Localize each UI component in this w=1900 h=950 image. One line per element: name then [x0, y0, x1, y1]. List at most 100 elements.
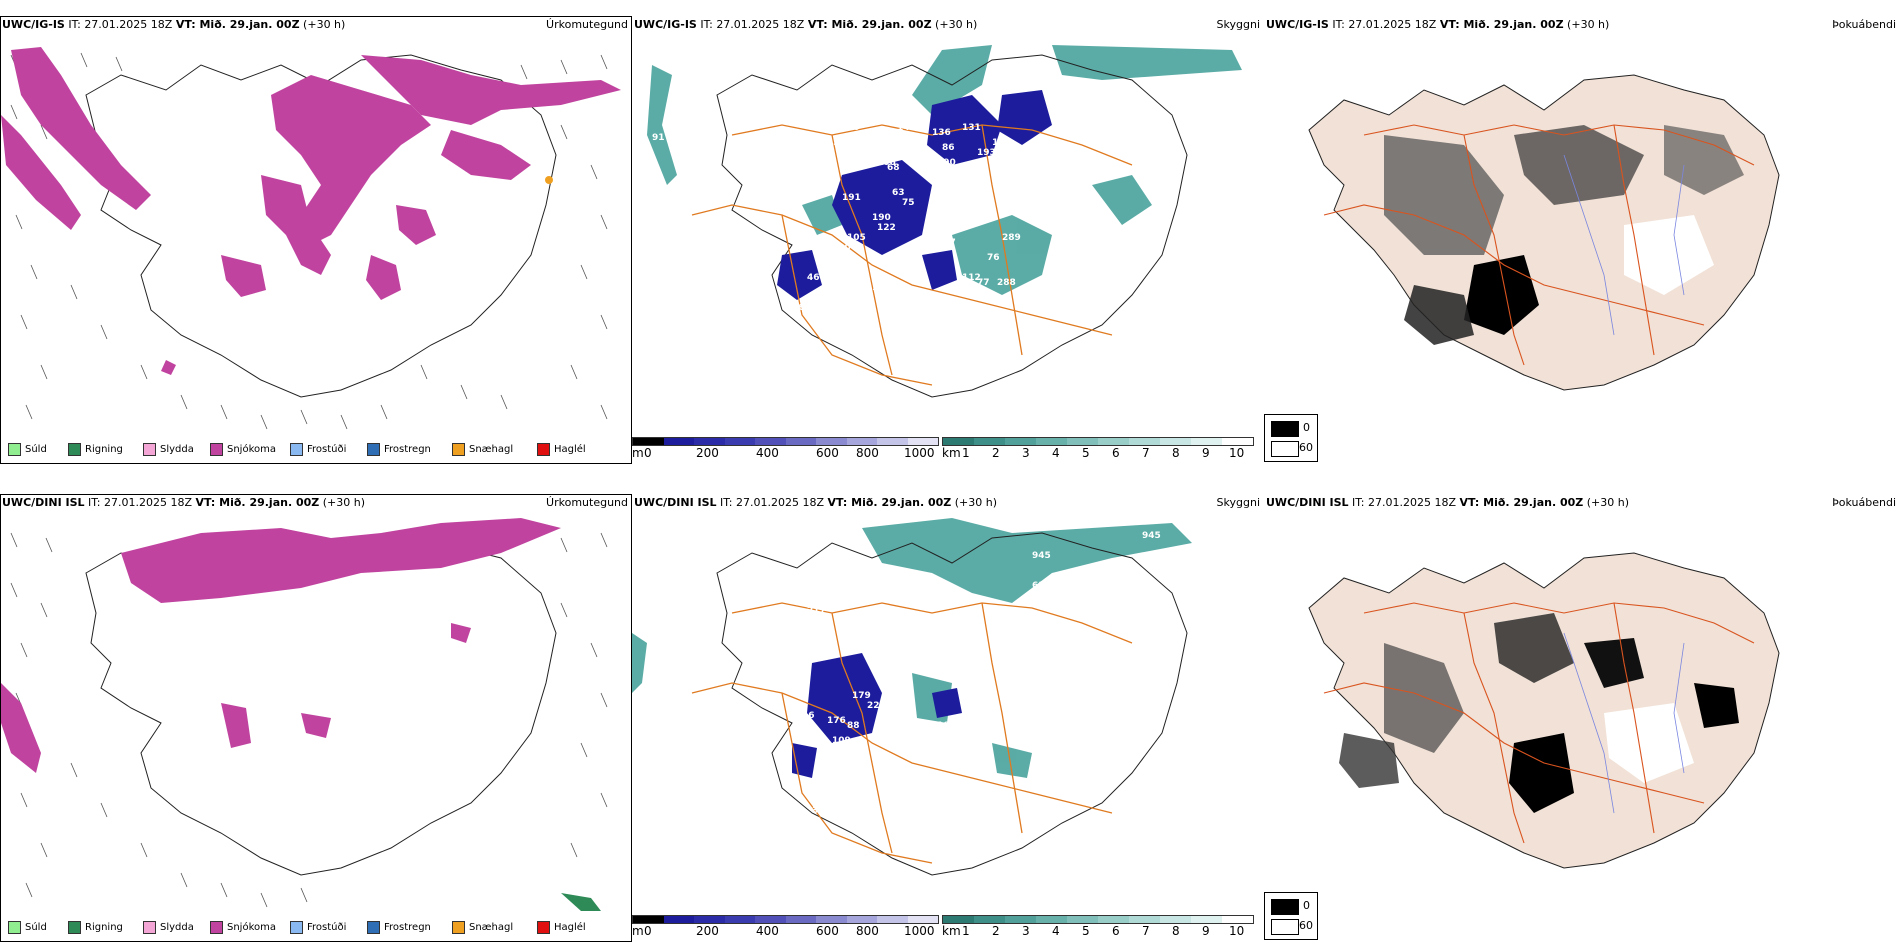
colorbar-tick: 400 [756, 446, 779, 460]
cloud-base-label: 131 [962, 123, 981, 133]
lead-time: (+30 h) [1583, 496, 1630, 509]
cloud-base-label: 193 [977, 148, 996, 158]
cloud-base-label: 150 [687, 260, 706, 270]
init-time: IT: 27.01.2025 18Z [84, 496, 196, 509]
cloud-base-label: 77 [977, 278, 990, 288]
colorbar-tick: 1 [962, 924, 970, 938]
cloud-base-label: 217 [807, 606, 826, 616]
cloud-base-label: 106 [877, 158, 896, 168]
iceland-land [1308, 74, 1780, 391]
cloud-base-label: 611 [1032, 581, 1051, 591]
cloud-base-label: 249 [997, 163, 1016, 173]
legend-swatch [68, 921, 81, 934]
legend-item: Snæhagl [452, 921, 513, 934]
fog-legend: 0 60 [1264, 414, 1318, 462]
panel-title: Skyggni [1216, 18, 1260, 31]
colorbar-tick: 600 [816, 924, 839, 938]
precip-legend: Súld Rigning Slydda Snjókoma Frostúði Fr… [0, 436, 632, 462]
cloud-base-label: 86 [942, 143, 955, 153]
cloud-base-label: 190 [872, 213, 891, 223]
fog-legend-tick: 0 [1303, 899, 1310, 912]
precip-panel-2: UWC/DINI ISL IT: 27.01.2025 18Z VT: Mið.… [0, 494, 632, 946]
colorbar-unit: km [942, 446, 961, 460]
cloud-base-label: 10 [847, 123, 860, 133]
colorbar-tick: 1 [962, 446, 970, 460]
visibility-panel-2: UWC/DINI ISL IT: 27.01.2025 18Z VT: Mið.… [632, 494, 1264, 946]
fog-shading [1384, 125, 1744, 345]
cloud-base-label: 149 [897, 123, 916, 133]
colorbar-tick: 10 [1229, 924, 1245, 938]
colorbar-tick: 3 [1022, 924, 1030, 938]
cloud-base-label: 43 [762, 626, 775, 636]
colorbar-unit: km [942, 924, 961, 938]
cloud-base-label: 191 [842, 193, 861, 203]
row-2: UWC/DINI ISL IT: 27.01.2025 18Z VT: Mið.… [0, 494, 1900, 950]
iceland-land [1308, 552, 1780, 869]
cloud-base-label: 68 [887, 163, 900, 173]
visibility-panel-1: UWC/IG-IS IT: 27.01.2025 18Z VT: Mið. 29… [632, 16, 1264, 478]
legend-item: Súld [8, 443, 47, 456]
lead-time: (+30 h) [299, 18, 346, 31]
legend-item: Frostregn [367, 921, 431, 934]
fog-legend-tick: 60 [1299, 441, 1313, 454]
roads [1323, 124, 1755, 366]
colorbar-tick: 8 [1172, 924, 1180, 938]
rivers [1563, 154, 1685, 336]
fog-legend-tick: 60 [1299, 919, 1313, 932]
roads [1323, 602, 1755, 844]
colorbar-tick: 0 [644, 446, 652, 460]
lead-time: (+30 h) [1563, 18, 1610, 31]
cloud-base-label: 225 [867, 701, 886, 711]
ceiling-colorbar: m 0 200 400 600 800 1000 [632, 437, 939, 460]
roads [691, 602, 1133, 864]
colorbar-tick: 200 [696, 446, 719, 460]
fog-panel-1: UWC/IG-IS IT: 27.01.2025 18Z VT: Mið. 29… [1264, 16, 1900, 478]
cloud-base-label: 106 [857, 153, 876, 163]
cloud-base-label: 151 [932, 586, 951, 596]
cloud-base-label: 210 [1052, 178, 1071, 188]
legend-item: Snjókoma [210, 921, 276, 934]
visibility-colorbar: km 1 2 3 4 5 6 7 8 9 10 [942, 915, 1254, 938]
cloud-base-label: 945 [1142, 531, 1161, 541]
legend-item: Frostregn [367, 443, 431, 456]
cloud-base-label: 63 [892, 188, 905, 198]
rain-areas [561, 893, 601, 911]
model-name: UWC/IG-IS [2, 18, 65, 31]
cloud-base-label: 222 [962, 213, 981, 223]
cloud-base-label: 98 [942, 203, 955, 213]
wind-barbs [10, 52, 608, 430]
cloud-base-label: 130 [827, 138, 846, 148]
legend-swatch [210, 921, 223, 934]
colorbar-tick: 7 [1142, 446, 1150, 460]
cloud-base-label: 122 [877, 223, 896, 233]
legend-swatch [290, 443, 303, 456]
legend-item: Slydda [143, 921, 194, 934]
init-time: IT: 27.01.2025 18Z [64, 18, 176, 31]
cloud-base-label: 109 [832, 736, 851, 746]
colorbar-tick: 6 [1112, 446, 1120, 460]
colorbar-tick: 9 [1202, 924, 1210, 938]
cloud-base-label: 66 [897, 263, 910, 273]
cloud-base-label: 88 [847, 721, 860, 731]
colorbar-tick: 200 [696, 924, 719, 938]
low-ceiling-areas [792, 653, 962, 778]
cloud-base-label: 100 [937, 721, 956, 731]
ceiling-colorbar: m 0 200 400 600 800 1000 [632, 915, 939, 938]
colorbar-tick: 1000 [904, 924, 935, 938]
panel-title: Skyggni [1216, 496, 1260, 509]
fog-legend-swatch-black [1271, 421, 1299, 437]
low-visibility-areas [632, 518, 1192, 778]
colorbar-tick: 400 [756, 924, 779, 938]
model-name: UWC/IG-IS [1266, 18, 1329, 31]
visibility-colorbar: km 1 2 3 4 5 6 7 8 9 10 [942, 437, 1254, 460]
row-1: UWC/IG-IS IT: 27.01.2025 18Z VT: Mið. 29… [0, 16, 1900, 478]
snow-areas [1, 518, 561, 773]
model-name: UWC/DINI ISL [2, 496, 85, 509]
cloud-base-label: 127 [872, 283, 891, 293]
panel-title: Úrkomutegund [546, 496, 628, 509]
cloud-base-label: 190 [937, 158, 956, 168]
